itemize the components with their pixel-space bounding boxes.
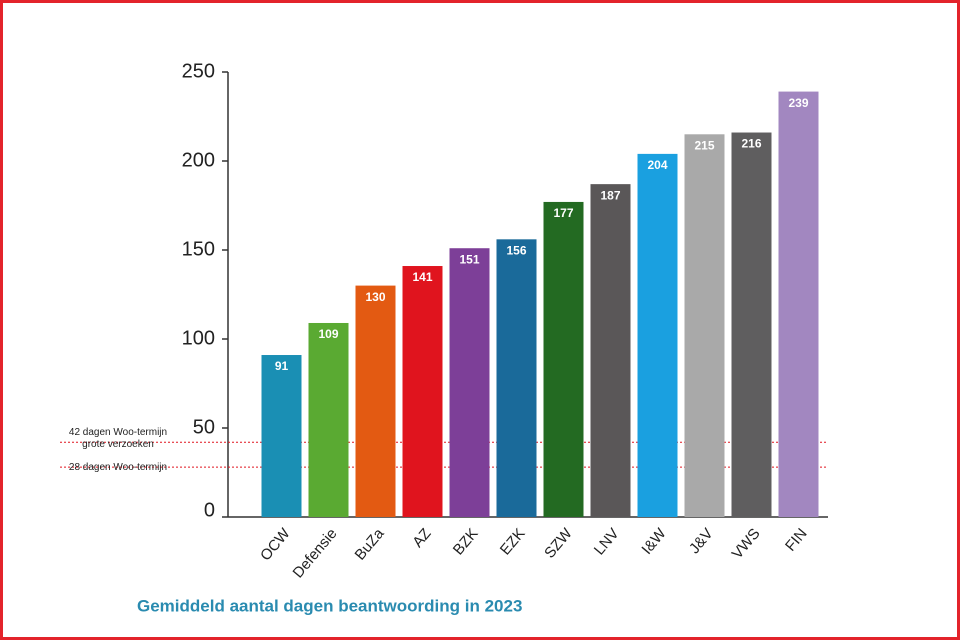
bar — [778, 91, 819, 517]
x-tick-label: BuZa — [352, 525, 388, 564]
value-label: 156 — [506, 243, 526, 257]
x-tick-label: Defensie — [290, 525, 341, 581]
bar — [496, 239, 537, 517]
reference-label: grote verzoeken — [82, 439, 154, 450]
chart-title: Gemiddeld aantal dagen beantwoording in … — [137, 596, 522, 615]
x-tick-label: FIN — [782, 525, 811, 554]
value-label: 204 — [647, 158, 667, 172]
bar — [261, 355, 302, 517]
value-label: 141 — [412, 270, 432, 284]
x-tick-label: OCW — [257, 525, 294, 565]
reference-label: 42 dagen Woo-termijn — [69, 427, 167, 438]
y-tick-label: 0 — [204, 499, 215, 521]
y-tick-label: 200 — [182, 149, 215, 171]
x-tick-label: SZW — [541, 525, 576, 562]
y-tick-label: 250 — [182, 60, 215, 82]
x-tick-label: EZK — [497, 525, 529, 558]
bar — [449, 248, 490, 517]
bar — [355, 285, 396, 517]
x-tick-label: LNV — [591, 525, 623, 558]
value-label: 187 — [600, 188, 620, 202]
x-tick-label: I&W — [638, 525, 670, 558]
y-tick-label: 50 — [193, 416, 215, 438]
x-tick-label: J&V — [686, 525, 717, 557]
bar — [308, 322, 349, 517]
value-label: 109 — [318, 327, 338, 341]
bar — [637, 153, 678, 517]
y-tick-label: 100 — [182, 327, 215, 349]
bar — [402, 266, 443, 517]
bar — [590, 184, 631, 517]
reference-label: 28 dagen Woo-termijn — [69, 462, 167, 473]
value-label: 177 — [553, 206, 573, 220]
value-label: 91 — [275, 359, 289, 373]
x-tick-label: BZK — [450, 525, 482, 558]
bar — [731, 132, 772, 517]
x-tick-label: VWS — [729, 525, 764, 562]
bar — [684, 134, 725, 518]
value-label: 216 — [741, 137, 761, 151]
value-label: 215 — [694, 138, 714, 152]
y-tick-label: 150 — [182, 238, 215, 260]
value-label: 130 — [365, 290, 385, 304]
bar — [543, 201, 584, 517]
x-tick-label: AZ — [409, 525, 434, 551]
value-label: 151 — [459, 252, 479, 266]
value-label: 239 — [788, 96, 808, 110]
